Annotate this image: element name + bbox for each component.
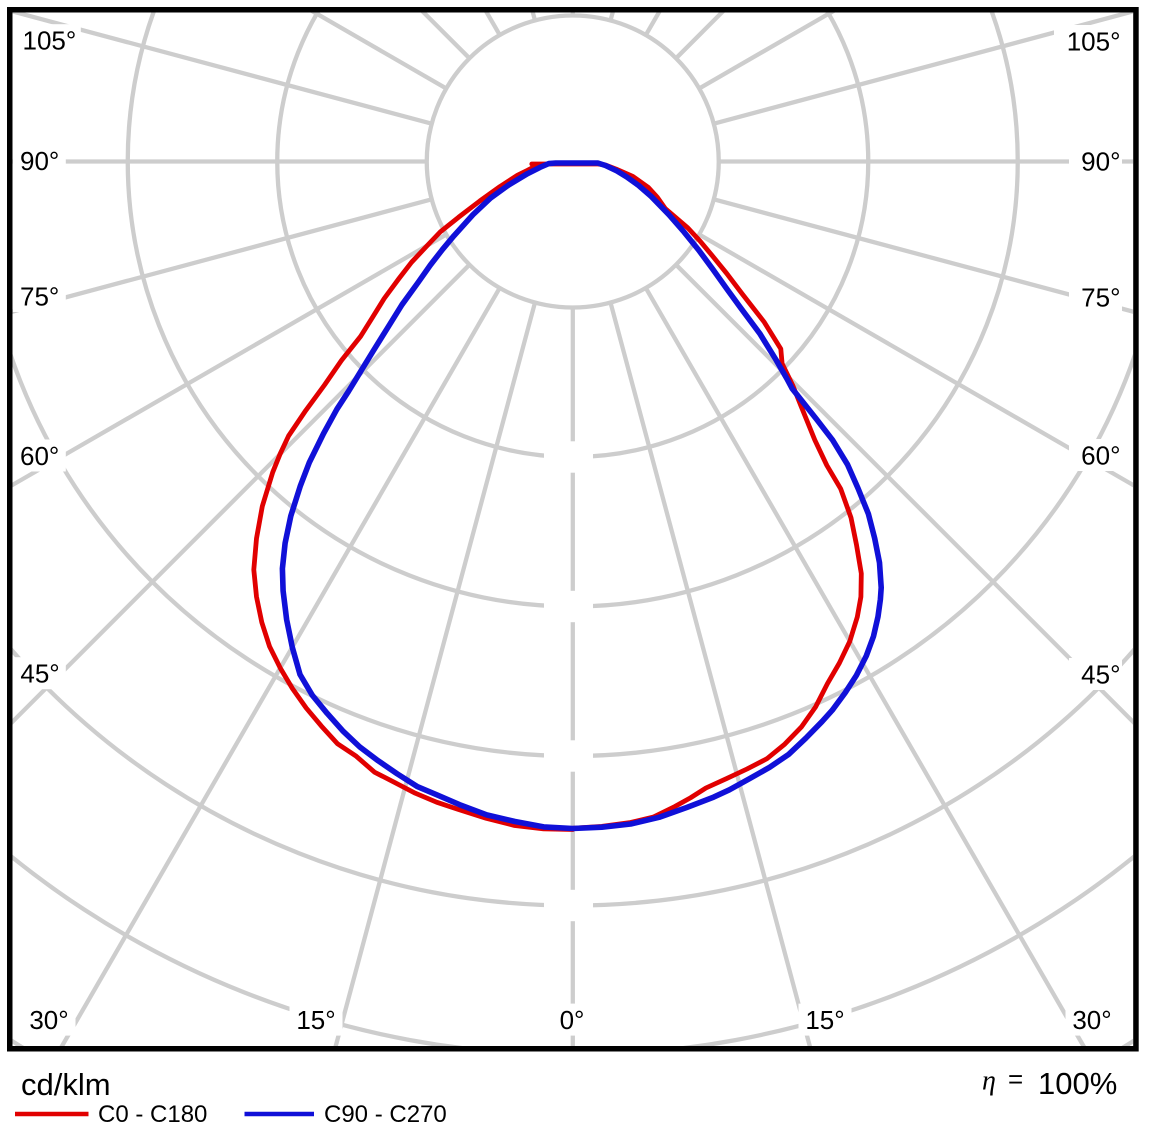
svg-text:45°: 45° [20,659,59,689]
svg-text:15°: 15° [296,1005,335,1035]
svg-text:cd/klm: cd/klm [21,1067,111,1102]
svg-text:60°: 60° [20,441,59,471]
svg-text:90°: 90° [1081,147,1120,177]
svg-text:90°: 90° [20,146,59,176]
svg-text:=: = [1008,1064,1023,1094]
svg-text:75°: 75° [1081,283,1120,313]
svg-text:60°: 60° [1081,441,1120,471]
svg-text:45°: 45° [1081,660,1120,690]
svg-text:105°: 105° [1067,27,1121,57]
svg-text:30°: 30° [29,1005,68,1035]
svg-text:75°: 75° [20,282,59,312]
svg-text:105°: 105° [23,26,77,56]
svg-text:100%: 100% [1038,1066,1117,1101]
svg-text:30°: 30° [1072,1005,1111,1035]
svg-text:15°: 15° [805,1005,844,1035]
svg-text:η: η [982,1066,996,1097]
svg-text:C0 - C180: C0 - C180 [98,1101,207,1128]
svg-text:0°: 0° [560,1005,585,1035]
svg-text:C90 - C270: C90 - C270 [324,1101,447,1128]
